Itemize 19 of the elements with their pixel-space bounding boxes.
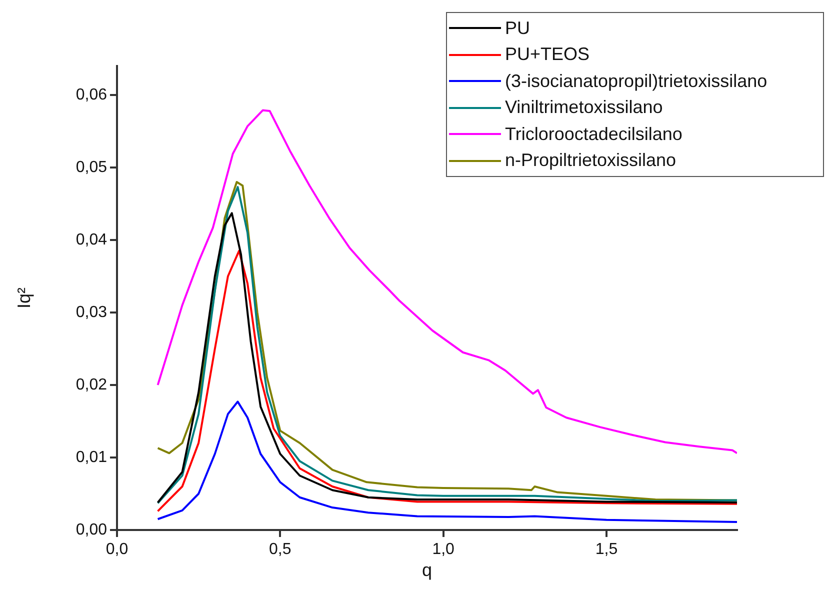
x-axis-title: q bbox=[422, 560, 432, 580]
x-tick-label: 1,5 bbox=[595, 541, 618, 558]
legend-label: n-Propiltrietoxissilano bbox=[505, 150, 676, 172]
legend-label: (3-isocianatopropil)trietoxissilano bbox=[505, 70, 768, 92]
y-tick-label: 0,02 bbox=[76, 376, 108, 394]
legend-label: Viniltrimetoxissilano bbox=[505, 97, 663, 118]
legend-label: Triclorooctadecilsilano bbox=[505, 124, 682, 145]
y-tick-label: 0,01 bbox=[76, 448, 108, 466]
y-tick-label: 0,06 bbox=[76, 86, 108, 104]
y-tick-label: 0,05 bbox=[76, 158, 108, 176]
x-tick-label: 0,5 bbox=[269, 541, 292, 558]
y-tick-label: 0,03 bbox=[76, 304, 108, 321]
y-axis-title: Iq² bbox=[14, 287, 34, 309]
y-tick-label: 0,00 bbox=[76, 521, 108, 538]
legend-label: PU+TEOS bbox=[505, 44, 590, 66]
legend-label: PU bbox=[505, 18, 530, 39]
x-tick-label: 1,0 bbox=[432, 541, 455, 558]
x-tick-label: 0,0 bbox=[106, 541, 128, 558]
y-tick-label: 0,04 bbox=[76, 231, 108, 248]
